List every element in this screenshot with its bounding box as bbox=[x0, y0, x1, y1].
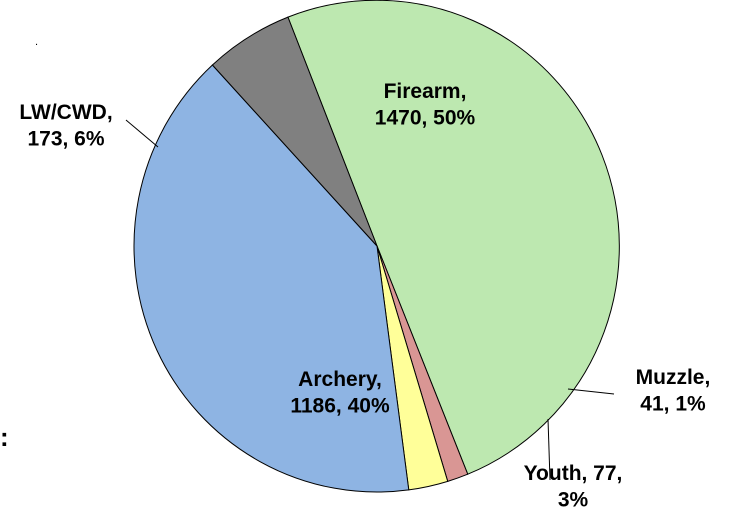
slice-label-youth: Youth, 77, 3% bbox=[524, 462, 623, 511]
slice-label-line: Archery, bbox=[298, 368, 382, 391]
slice-label-line: 173, 6% bbox=[27, 127, 104, 150]
pie-slice-firearm bbox=[287, 0, 620, 475]
slice-label-line: 1470, 50% bbox=[375, 106, 476, 129]
slice-label-line: 3% bbox=[558, 488, 589, 511]
slice-label-archery: Archery, 1186, 40% bbox=[290, 368, 390, 417]
slice-label-line: 41, 1% bbox=[640, 392, 706, 415]
leader-line-youth bbox=[547, 418, 551, 481]
pie-slice-lw-cwd bbox=[211, 16, 378, 247]
slice-label-line: 1186, 40% bbox=[290, 394, 390, 417]
leader-lines bbox=[125, 119, 615, 481]
slice-label-firearm: Firearm, 1470, 50% bbox=[375, 80, 476, 129]
stray-dot: . bbox=[35, 36, 39, 48]
pie-slice-archery bbox=[133, 64, 410, 493]
slice-label-line: Muzzle, bbox=[636, 366, 711, 389]
slice-label-line: Firearm, bbox=[384, 80, 467, 103]
leader-line-lw-cwd bbox=[125, 119, 159, 148]
slice-label-lw-cwd: LW/CWD, 173, 6% bbox=[19, 101, 112, 150]
slice-label-muzzle: Muzzle, 41, 1% bbox=[636, 366, 711, 415]
leader-line-muzzle bbox=[567, 388, 615, 395]
pie-slices bbox=[133, 0, 620, 493]
slice-label-line: Youth, 77, bbox=[524, 462, 623, 485]
slice-labels: Firearm, 1470, 50% Muzzle, 41, 1% Youth, 77,… bbox=[19, 80, 710, 511]
slice-label-line: LW/CWD, bbox=[19, 101, 112, 124]
cropped-text-fragment: : bbox=[0, 422, 9, 452]
